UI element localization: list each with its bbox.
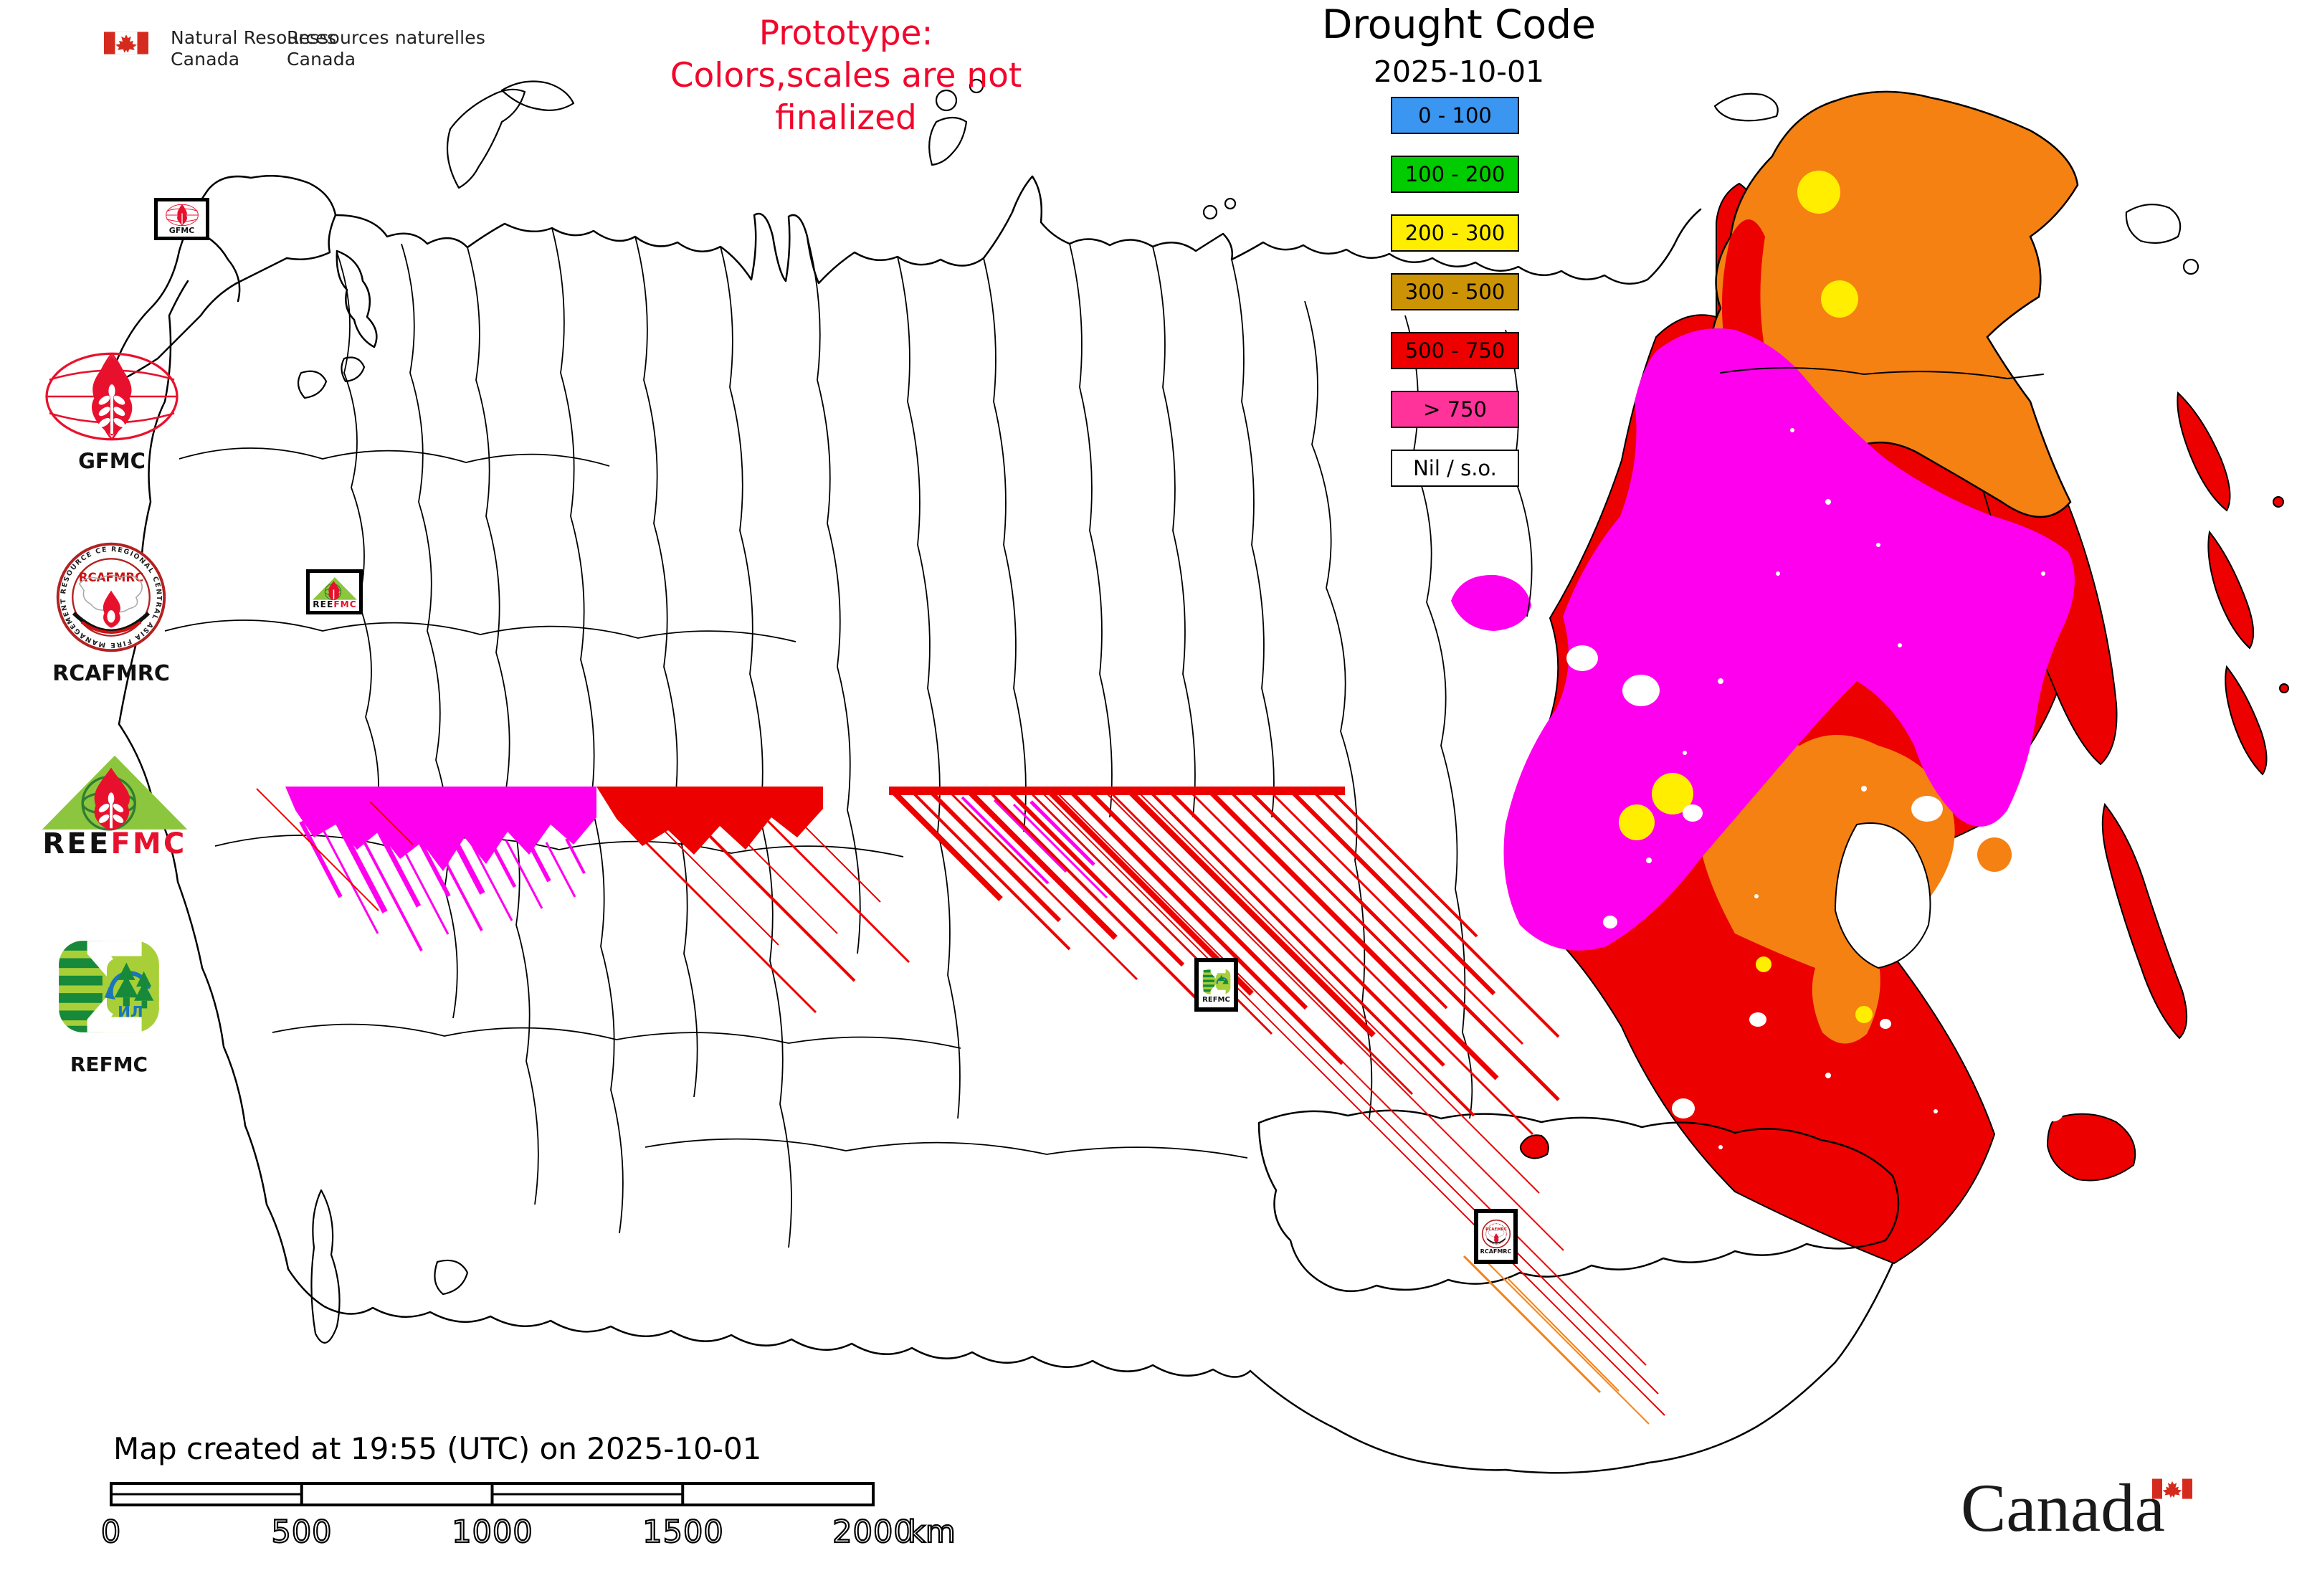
coastlines [106, 175, 2044, 1474]
prototype-warning: Prototype: Colors,scales are not finaliz… [609, 13, 1083, 139]
region-magenta [1451, 328, 2075, 951]
streaks-red-lines [256, 788, 1665, 1416]
scale-tick-500: 500 [270, 1514, 333, 1551]
canada-flag-icon [104, 32, 148, 54]
scale-unit: km [907, 1514, 956, 1551]
streaks-orange-lines [1462, 1255, 1650, 1425]
rcafmrc-inner-title: RCAFMRC [79, 571, 144, 584]
interior-boundaries [164, 227, 1533, 1248]
legend-label: Nil / s.o. [1413, 456, 1497, 480]
legend-label: 100 - 200 [1404, 162, 1506, 186]
svg-text:REEFMC: REEFMC [313, 599, 356, 609]
rcafmrc-label: RCAFMRC [52, 661, 170, 686]
legend-item-300-500: 300 - 500 [1391, 273, 1519, 310]
svg-text:REEFMC: REEFMC [42, 827, 186, 860]
wordmark-flag-icon [2152, 1478, 2192, 1499]
legend-item-500-750: 500 - 750 [1391, 332, 1519, 369]
legend-item-200-300: 200 - 300 [1391, 214, 1519, 252]
rcafmrc-marker-icon: RCAFMRC [1481, 1219, 1511, 1248]
reefmc-marker-label-red: FMC [333, 599, 356, 609]
gfmc-marker-icon [165, 204, 199, 227]
reefmc-marker-icon: REEFMC [312, 576, 357, 609]
map-marker-rcafmrc-label: RCAFMRC [1480, 1248, 1512, 1255]
signature-fr-line2: Canada [287, 49, 356, 70]
map-marker-gfmc: GFMC [154, 198, 209, 240]
map-created-timestamp: Map created at 19:55 (UTC) on 2025-10-01 [113, 1431, 762, 1466]
scale-bar [110, 1482, 875, 1506]
prototype-line1: Prototype: [758, 14, 933, 53]
islands-lakes [297, 78, 2199, 1344]
legend-label: > 750 [1423, 397, 1487, 422]
map-marker-reefmc: REEFMC [306, 569, 363, 614]
map-marker-rcafmrc: RCAFMRC RCAFMRC [1474, 1209, 1518, 1264]
reefmc-marker-label-black: REE [313, 599, 333, 609]
legend-label: 200 - 300 [1404, 221, 1506, 245]
legend-item-100-200: 100 - 200 [1391, 156, 1519, 193]
legend-label: 500 - 750 [1404, 338, 1506, 363]
gfmc-logo-icon [45, 352, 179, 441]
reefmc-label-black: REE [42, 827, 110, 860]
prototype-line2: Colors,scales are not finalized [670, 55, 1022, 138]
map-marker-refmc-label: REFMC [1202, 995, 1230, 1004]
legend: 0 - 100 100 - 200 200 - 300 300 - 500 50… [1391, 97, 1519, 508]
signature-fr-line1: Ressources naturelles [287, 27, 486, 48]
refmc-label: REFMC [70, 1053, 148, 1076]
signature-french: Ressources naturelles Canada [287, 27, 485, 70]
legend-date: 2025-10-01 [1373, 54, 1545, 89]
legend-item-over-750: > 750 [1391, 391, 1519, 428]
canada-wordmark: Canada [1961, 1470, 2165, 1546]
legend-label: 0 - 100 [1418, 103, 1492, 128]
scale-tick-1500: 1500 [642, 1514, 724, 1551]
scale-tick-1000: 1000 [451, 1514, 533, 1551]
map-marker-refmc: REFMC [1194, 958, 1238, 1012]
map-marker-gfmc-label: GFMC [168, 226, 195, 235]
reefmc-label-red: FMC [111, 827, 187, 860]
refmc-logo-icon: ИЛ [59, 941, 159, 1032]
rcafmrc-logo-icon: REGIONAL CENTRAL ASIA FIRE MANAGEMENT RE… [54, 541, 166, 652]
signature-english: Natural Resources Canada [171, 27, 336, 70]
legend-item-nil: Nil / s.o. [1391, 450, 1519, 487]
region-yellow-spots [1619, 171, 1873, 1023]
signature-en-line1: Natural Resources [171, 27, 337, 48]
rcafmrc-marker-inner-title: RCAFMRC [1485, 1227, 1507, 1231]
gfmc-label: GFMC [78, 449, 146, 473]
legend-label: 300 - 500 [1404, 280, 1506, 304]
legend-title: Drought Code [1322, 1, 1596, 47]
signature-en-line2: Canada [171, 49, 240, 70]
map-white-holes [1566, 428, 2089, 1149]
streaks-magenta [285, 787, 596, 871]
scale-tick-0: 0 [100, 1514, 122, 1551]
scale-tick-2000: 2000 [832, 1514, 914, 1551]
refmc-inner-text: ИЛ [118, 1004, 143, 1022]
reefmc-logo-icon: REEFMC [42, 755, 188, 860]
region-orange-southeast [1698, 735, 2012, 1044]
refmc-marker-icon [1202, 968, 1230, 994]
legend-item-0-100: 0 - 100 [1391, 97, 1519, 134]
